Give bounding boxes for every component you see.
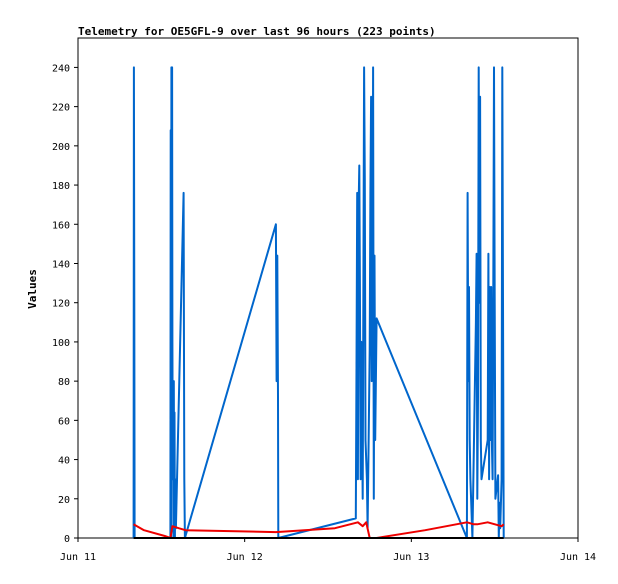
y-tick-label: 120 — [52, 299, 70, 310]
y-tick-label: 160 — [52, 220, 70, 231]
chart-title: Telemetry for OE5GFL-9 over last 96 hour… — [78, 25, 436, 38]
series-line-0 — [132, 66, 505, 539]
y-tick-label: 180 — [52, 181, 70, 192]
y-axis-label: Values — [26, 269, 39, 309]
x-axis: Jun 11 Jun 12 Jun 13 Jun 14 — [60, 538, 596, 563]
x-tick-label: Jun 14 — [560, 552, 596, 563]
y-tick-label: 20 — [58, 495, 70, 506]
y-tick-label: 0 — [64, 534, 70, 545]
y-tick-label: 80 — [58, 377, 70, 388]
y-tick-label: 40 — [58, 456, 70, 467]
y-tick-label: 200 — [52, 142, 70, 153]
x-tick-label: Jun 12 — [227, 552, 263, 563]
y-axis: 0 20 40 60 80 100 120 140 160 180 200 220 240 — [52, 63, 78, 545]
y-tick-label: 60 — [58, 416, 70, 427]
x-tick-label: Jun 13 — [393, 552, 429, 563]
series-layer — [132, 66, 505, 539]
y-tick-label: 220 — [52, 103, 70, 114]
y-tick-label: 100 — [52, 338, 70, 349]
x-tick-label: Jun 11 — [60, 552, 96, 563]
y-tick-label: 140 — [52, 259, 70, 270]
y-tick-label: 240 — [52, 63, 70, 74]
